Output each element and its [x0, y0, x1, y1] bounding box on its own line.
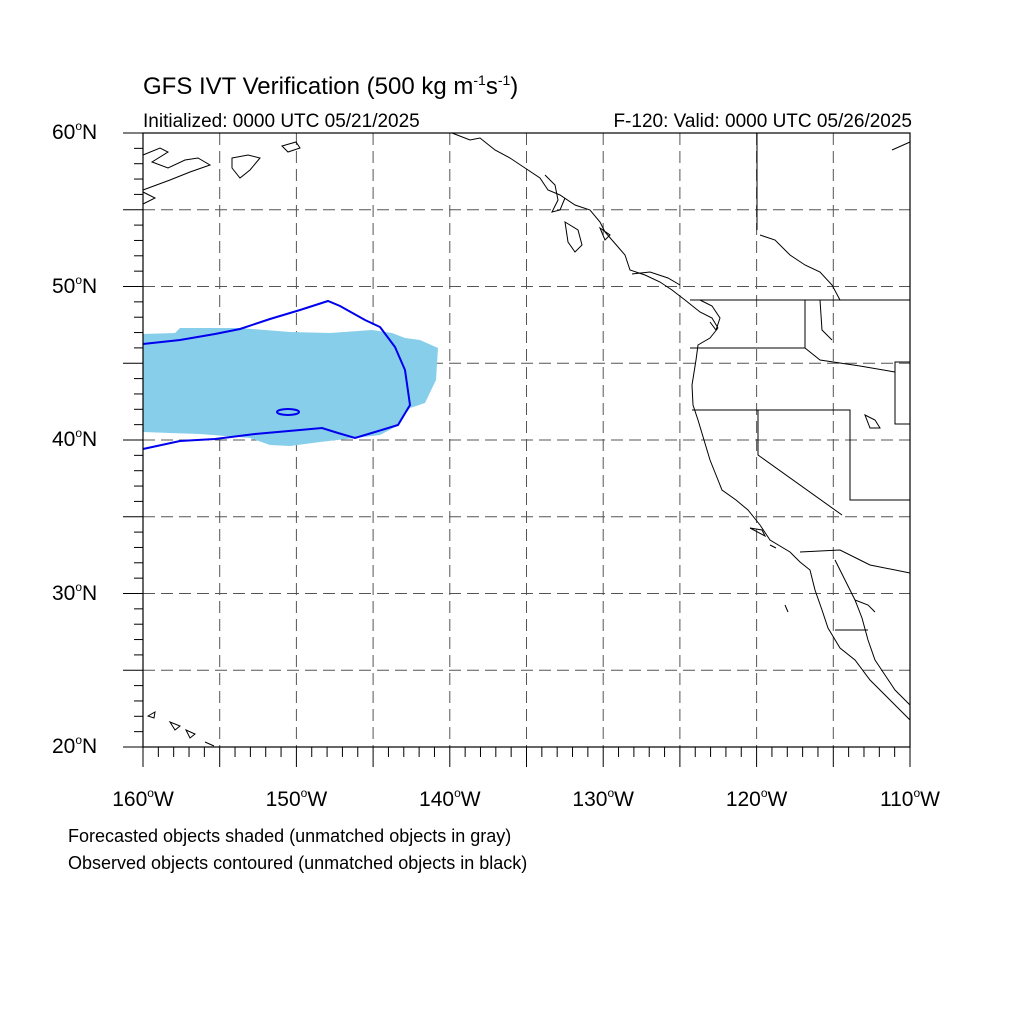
coastline-segment [864, 413, 881, 429]
lat-label-20: 20oN [52, 733, 98, 758]
coastline-segment [231, 154, 261, 179]
coastline-segment [699, 299, 721, 332]
coastline-segment [759, 234, 841, 301]
lon-label-130: 130oW [572, 786, 634, 811]
chart-title: GFS IVT Verification (500 kg m-1s-1) [143, 72, 519, 100]
coastline-segment [749, 527, 767, 538]
coastline-segment [819, 299, 833, 341]
lon-label-110: 110oW [880, 786, 940, 811]
coastline-segment [784, 604, 789, 613]
footnote-observed: Observed objects contoured (unmatched ob… [68, 853, 528, 873]
lat-label-50: 50oN [52, 272, 98, 298]
coastline-segment [611, 239, 719, 329]
lat-label-40: 40oN [52, 426, 98, 451]
coastline-segment [894, 372, 910, 425]
observed-object-layer [142, 299, 412, 450]
coastline-segment [691, 327, 911, 721]
coastline-segment [146, 711, 156, 719]
coastline-segment [281, 141, 301, 153]
coastline-segment [804, 347, 910, 373]
coastline-segment [142, 191, 157, 205]
valid-time-label: F-120: Valid: 0000 UTC 05/26/2025 [613, 111, 912, 132]
forecast-object-shaded [143, 328, 438, 446]
lat-label-30: 30oN [52, 579, 98, 605]
axis-ticks [123, 132, 911, 767]
coastline-segment [451, 132, 613, 241]
lon-label-160: 160oW [112, 786, 174, 811]
coastline-segment [142, 147, 212, 191]
coastline-segment [631, 271, 681, 286]
coastline-segment [544, 174, 566, 213]
coastline-segment [184, 728, 196, 739]
coastline-segment [769, 544, 777, 549]
coastline-segment [854, 599, 876, 613]
init-time-label: Initialized: 0000 UTC 05/21/2025 [143, 111, 420, 132]
observed-object-small-contour [276, 408, 300, 416]
coastline-segment [564, 221, 583, 253]
coastline-segment [891, 141, 911, 151]
coastline-segment [834, 559, 911, 706]
coastline-segment [757, 410, 843, 516]
lon-label-150: 150oW [265, 786, 328, 811]
coastline-segment [204, 741, 215, 747]
coastline-segment [799, 549, 911, 574]
coastline-segment [598, 226, 611, 241]
footnote-forecast: Forecasted objects shaded (unmatched obj… [68, 826, 512, 846]
lon-label-140: 140oW [419, 786, 481, 811]
map-frame [142, 132, 911, 748]
observed-object-contour [142, 299, 412, 450]
forecast-object-layer [143, 328, 438, 446]
lat-label-60: 60oN [52, 119, 98, 144]
coastline-segment [690, 300, 806, 349]
coastline-layer [142, 132, 911, 747]
coastline-segment [168, 720, 181, 731]
lon-label-120: 120oW [725, 786, 788, 811]
